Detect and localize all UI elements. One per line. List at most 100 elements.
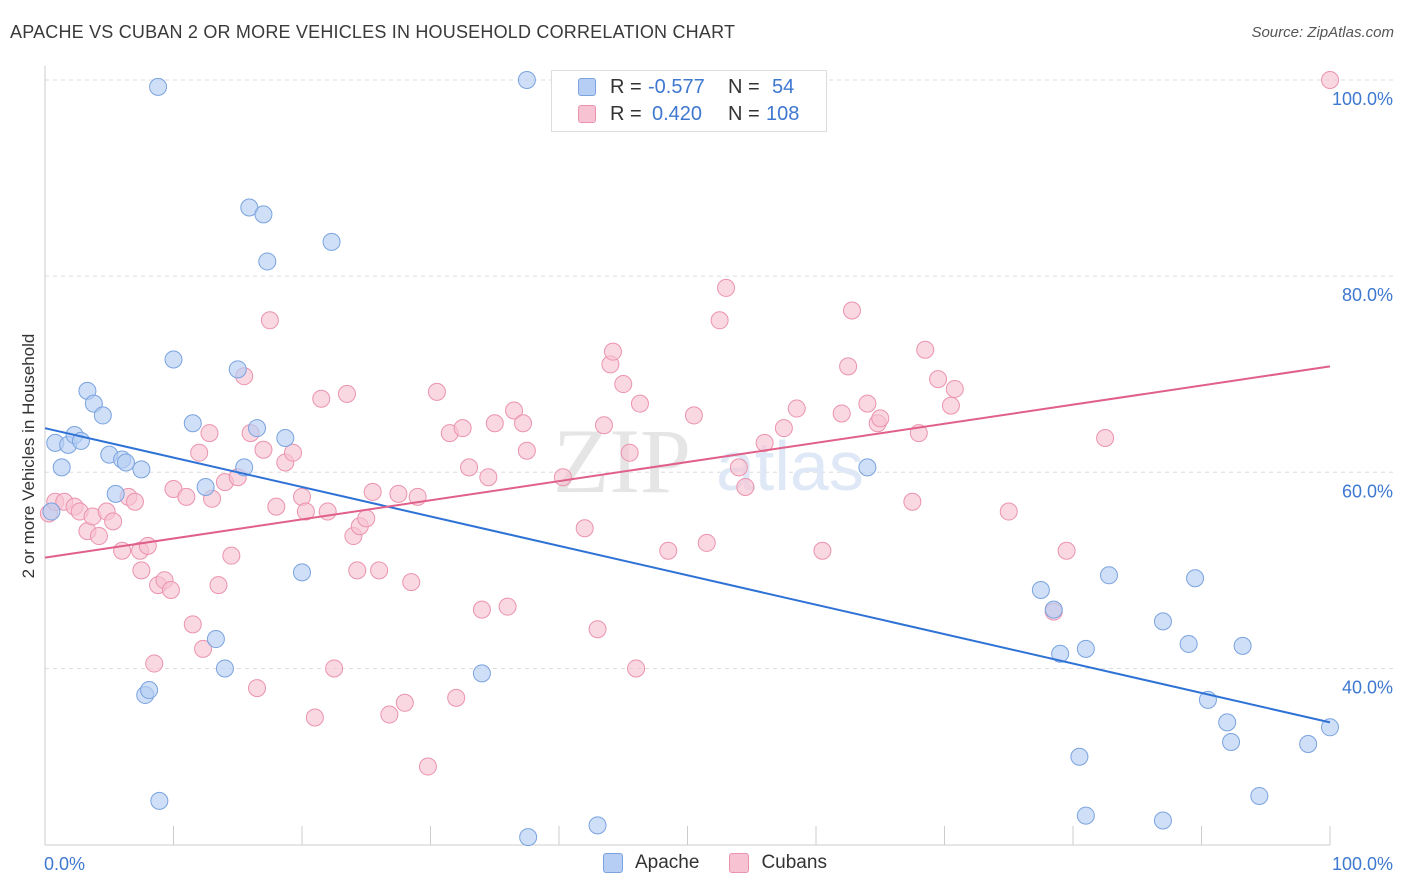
cubans-n-value: 108 [766, 102, 800, 125]
watermark-zip: ZIP [553, 410, 691, 512]
cubans-point [357, 509, 376, 528]
cubans-point [248, 679, 267, 698]
cubans-point [337, 384, 356, 403]
cubans-point [312, 389, 331, 408]
y-axis-label: 2 or more Vehicles in Household [19, 334, 38, 579]
legend-row-cubans: R = 0.420 N = 108 [578, 102, 799, 126]
cubans-point [479, 468, 498, 487]
cubans-point [389, 484, 408, 503]
apache-point [258, 252, 277, 271]
apache-point [164, 350, 183, 369]
cubans-point [620, 443, 639, 462]
apache-trend-line [44, 427, 1331, 724]
cubans-point [325, 659, 344, 678]
x-tick-label-end: 100.0% [1332, 854, 1393, 874]
cubans-swatch [578, 105, 596, 123]
apache-point [52, 458, 71, 477]
apache-point [1044, 600, 1063, 619]
cubans-point [348, 561, 367, 580]
x-tick-label-start: 0.0% [44, 854, 85, 874]
cubans-point [145, 654, 164, 673]
cubans-point [514, 414, 533, 433]
cubans-point [575, 519, 594, 538]
cubans-r-label: R = [610, 102, 642, 125]
cubans-point [505, 401, 524, 420]
axes [44, 66, 1331, 846]
apache-point [149, 77, 168, 96]
cubans-point [594, 416, 613, 435]
cubans-point [447, 688, 466, 707]
chart-title: APACHE VS CUBAN 2 OR MORE VEHICLES IN HO… [10, 22, 736, 42]
cubans-point [1057, 541, 1076, 560]
apache-point [228, 360, 247, 379]
cubans-trend-line [44, 365, 1331, 559]
apache-point [1186, 569, 1205, 588]
apache-point [517, 71, 536, 89]
apache-point [1179, 634, 1198, 653]
legend-item-cubans: Cubans [729, 852, 827, 874]
apache-point [1076, 806, 1095, 825]
cubans-point [284, 443, 303, 462]
cubans-point [296, 502, 315, 521]
cubans-point [839, 357, 858, 376]
apache-point [150, 791, 169, 810]
cubans-point [305, 708, 324, 727]
apache-point [322, 232, 341, 251]
apache-point [1076, 639, 1095, 658]
cubans-point [903, 492, 922, 511]
apache-point [254, 205, 273, 224]
cubans-point [832, 404, 851, 423]
apache-point [215, 659, 234, 678]
y-tick-label: 100.0% [1332, 89, 1393, 109]
trend-lines [44, 365, 1331, 724]
apache-point [1250, 786, 1269, 805]
cubans-point [460, 458, 479, 477]
apache-legend-label: Apache [635, 852, 700, 873]
apache-point [196, 478, 215, 497]
apache-point [1031, 581, 1050, 599]
apache-point [235, 458, 254, 477]
cubans-point [588, 620, 607, 639]
apache-point [140, 681, 159, 700]
apache-point [206, 630, 225, 649]
cubans-point [603, 342, 622, 361]
apache-point [93, 406, 112, 425]
cubans-point [190, 443, 209, 462]
apache-r-value: -0.577 [648, 75, 705, 98]
y-tick-label: 80.0% [1342, 285, 1393, 305]
apache-point [1218, 713, 1237, 732]
cubans-point [194, 639, 213, 658]
cubans-point [498, 597, 517, 616]
apache-n-value: 54 [772, 75, 795, 98]
cubans-point [125, 492, 144, 511]
cubans-legend-swatch [729, 853, 750, 873]
cubans-point [630, 394, 649, 413]
cubans-point [941, 396, 960, 415]
legend-item-apache: Apache [603, 852, 699, 874]
apache-point [1233, 636, 1252, 655]
cubans-point [209, 576, 228, 595]
cubans-point [370, 561, 389, 580]
apache-point [588, 816, 607, 835]
apache-point [183, 414, 202, 433]
cubans-point [418, 757, 437, 776]
cubans-point [842, 301, 861, 320]
apache-points [42, 71, 1339, 847]
cubans-point [177, 487, 196, 506]
legend-row-apache: R = -0.577 N = 54 [578, 75, 794, 99]
apache-point [1051, 644, 1070, 663]
apache-point [248, 419, 267, 438]
cubans-point [1096, 428, 1115, 447]
cubans-point [254, 440, 273, 459]
apache-point [132, 460, 151, 479]
cubans-point [916, 340, 935, 359]
cubans-point [402, 573, 421, 592]
cubans-point [183, 615, 202, 634]
cubans-point [395, 693, 414, 712]
apache-point [293, 563, 311, 582]
cubans-point [427, 382, 446, 401]
cubans-point [858, 394, 877, 413]
y-tick-label: 40.0% [1342, 677, 1393, 697]
cubans-point [684, 406, 703, 425]
